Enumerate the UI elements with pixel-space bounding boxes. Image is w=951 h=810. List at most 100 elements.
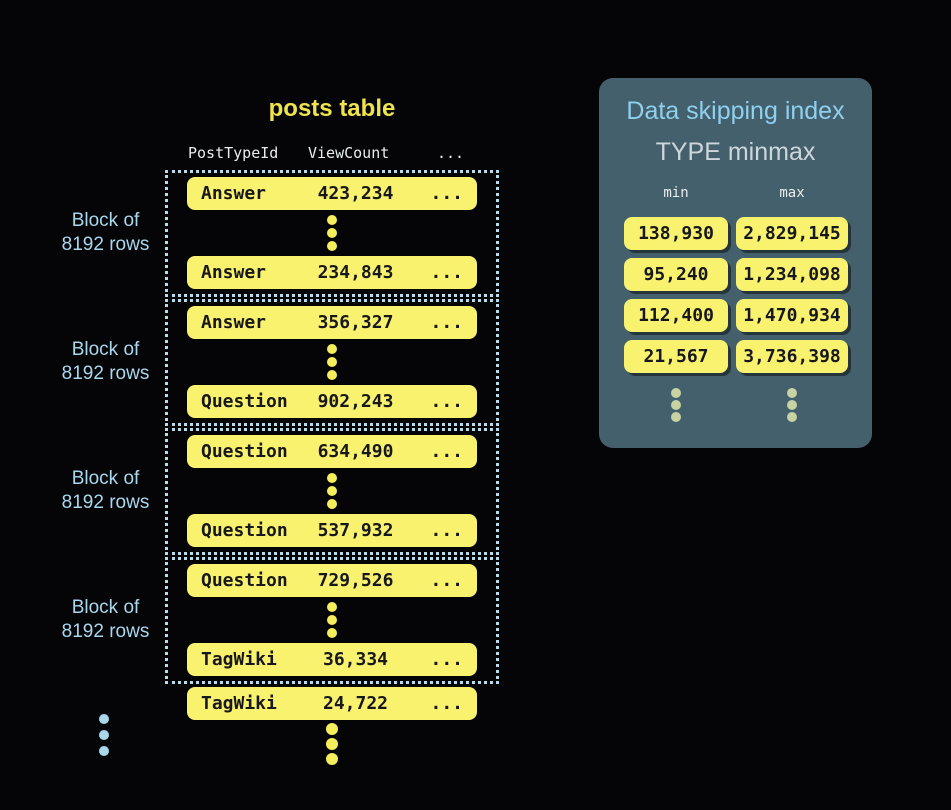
table-row: Question 537,932 ... (187, 514, 477, 547)
max-value-box: 1,470,934 (736, 299, 848, 332)
block-label-line1: Block of (71, 597, 140, 618)
dot (99, 730, 109, 740)
minmax-column-headers: min max (624, 185, 848, 201)
post-type-cell: Question (201, 391, 288, 412)
index-entry: 138,930 2,829,145 (624, 217, 848, 250)
view-count-cell: 423,234 (317, 183, 394, 204)
more-columns-cell: ... (430, 312, 463, 333)
data-skipping-index-panel: Data skipping index TYPE minmax min max … (599, 78, 872, 448)
dot (327, 241, 337, 251)
row-block-1: Answer 423,234 ... Answer 234,843 ... (165, 170, 499, 297)
dot (326, 753, 338, 765)
min-column-header: min (663, 185, 689, 201)
dot (99, 714, 109, 724)
block-label-line1: Block of (71, 468, 140, 489)
more-columns-cell: ... (430, 183, 463, 204)
block-label-line1: Block of (71, 210, 140, 231)
table-row: Question 902,243 ... (187, 385, 477, 418)
ellipsis-dots-vertical (327, 344, 337, 380)
block-label-3: Block of 8192 rows (28, 467, 183, 515)
block-label-line2: 8192 rows (61, 234, 150, 255)
table-row: TagWiki 36,334 ... (187, 643, 477, 676)
table-row: Answer 234,843 ... (187, 256, 477, 289)
table-continues-ellipsis (326, 723, 338, 765)
row-block-3: Question 634,490 ... Question 537,932 ..… (165, 428, 499, 555)
table-row: Question 634,490 ... (187, 435, 477, 468)
posts-table-title: posts table (268, 95, 396, 122)
index-panel-title: Data skipping index (626, 97, 845, 125)
index-entries: 138,930 2,829,145 95,240 1,234,098 112,4… (624, 217, 848, 373)
post-type-cell: Answer (201, 262, 267, 283)
more-columns-cell: ... (430, 693, 463, 714)
dot (327, 602, 337, 612)
post-type-cell: Question (201, 520, 288, 541)
dot (787, 388, 797, 398)
max-value-box: 1,234,098 (736, 258, 848, 291)
max-value-box: 3,736,398 (736, 340, 848, 373)
dot (326, 723, 338, 735)
more-columns-cell: ... (430, 441, 463, 462)
view-count-cell: 356,327 (317, 312, 394, 333)
block-label-1: Block of 8192 rows (28, 209, 183, 257)
index-entry: 112,400 1,470,934 (624, 299, 848, 332)
dot (326, 738, 338, 750)
dot (99, 746, 109, 756)
more-columns-cell: ... (430, 391, 463, 412)
post-type-cell: Question (201, 441, 288, 462)
dot (787, 412, 797, 422)
dot (327, 228, 337, 238)
min-value-box: 21,567 (624, 340, 728, 373)
post-type-cell: Question (201, 570, 288, 591)
view-count-cell: 24,722 (322, 693, 389, 714)
block-label-line2: 8192 rows (61, 363, 150, 384)
dot (327, 486, 337, 496)
row-block-2: Answer 356,327 ... Question 902,243 ... (165, 299, 499, 426)
min-value-box: 138,930 (624, 217, 728, 250)
table-row: Answer 423,234 ... (187, 177, 477, 210)
dot (787, 400, 797, 410)
more-columns-cell: ... (430, 262, 463, 283)
dot (327, 628, 337, 638)
more-columns-cell: ... (430, 649, 463, 670)
dot (671, 400, 681, 410)
post-type-cell: Answer (201, 312, 267, 333)
column-header-viewcount: ViewCount (308, 144, 390, 162)
post-type-cell: TagWiki (201, 649, 277, 670)
index-type-subtitle: TYPE minmax (655, 138, 816, 166)
index-entry: 95,240 1,234,098 (624, 258, 848, 291)
dot (671, 388, 681, 398)
dot (671, 412, 681, 422)
dot (327, 215, 337, 225)
table-row-overflow: TagWiki 24,722 ... (187, 687, 477, 720)
dot (327, 499, 337, 509)
ellipsis-dots-vertical (327, 215, 337, 251)
view-count-cell: 234,843 (317, 262, 394, 283)
view-count-cell: 537,932 (317, 520, 394, 541)
dot (327, 344, 337, 354)
min-value-box: 95,240 (624, 258, 728, 291)
block-label-line2: 8192 rows (61, 621, 150, 642)
dot (327, 473, 337, 483)
view-count-cell: 902,243 (317, 391, 394, 412)
column-header-more: ... (437, 144, 465, 162)
min-column-ellipsis (671, 388, 681, 422)
table-row: Answer 356,327 ... (187, 306, 477, 339)
dot (327, 370, 337, 380)
block-label-line1: Block of (71, 339, 140, 360)
blocks-continue-ellipsis (99, 714, 109, 756)
dot (327, 357, 337, 367)
row-block-4: Question 729,526 ... TagWiki 36,334 ... (165, 557, 499, 684)
post-type-cell: TagWiki (201, 693, 277, 714)
view-count-cell: 36,334 (322, 649, 389, 670)
ellipsis-dots-vertical (327, 473, 337, 509)
block-label-line2: 8192 rows (61, 492, 150, 513)
max-column-ellipsis (787, 388, 797, 422)
block-label-4: Block of 8192 rows (28, 596, 183, 644)
min-value-box: 112,400 (624, 299, 728, 332)
more-columns-cell: ... (430, 570, 463, 591)
index-entry: 21,567 3,736,398 (624, 340, 848, 373)
max-value-box: 2,829,145 (736, 217, 848, 250)
dot (327, 615, 337, 625)
post-type-cell: Answer (201, 183, 267, 204)
